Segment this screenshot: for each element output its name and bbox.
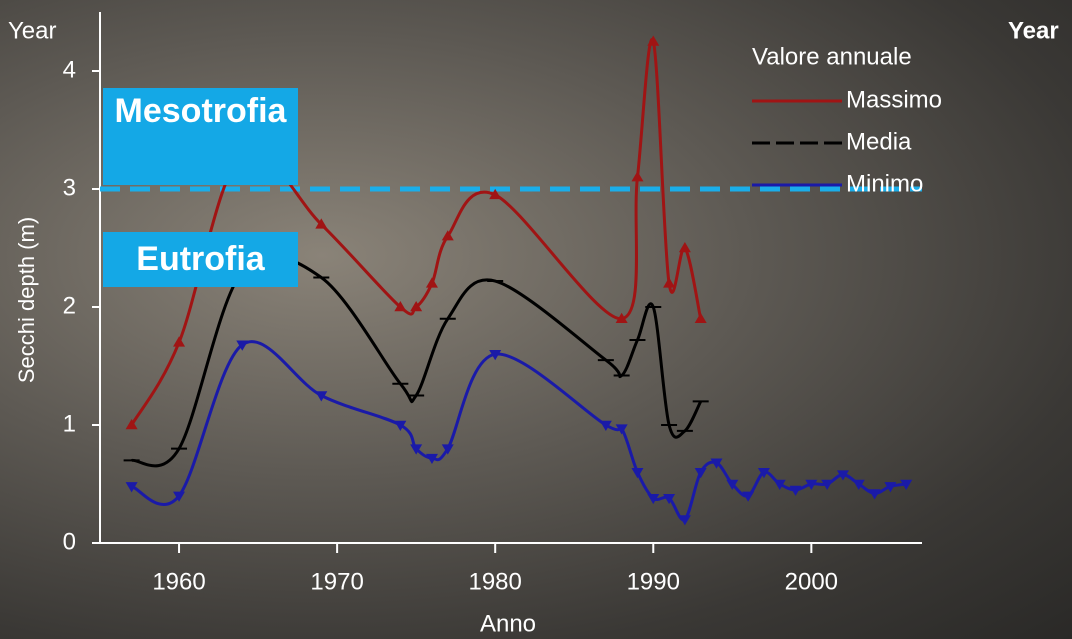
data-point: [599, 420, 612, 431]
mesotrophy-label: Mesotrofia: [103, 88, 298, 185]
series-line: [131, 254, 703, 468]
data-point: [789, 485, 802, 496]
data-point: [773, 479, 786, 490]
data-point: [710, 458, 723, 469]
data-point: [900, 479, 913, 490]
data-point: [647, 493, 660, 505]
data-point: [394, 301, 407, 312]
y-tick-label: 0: [63, 528, 76, 555]
data-point: [615, 424, 628, 435]
data-point: [441, 230, 454, 241]
x-tick-label: 1980: [468, 568, 521, 595]
data-point: [125, 419, 138, 430]
data-point: [315, 218, 328, 229]
x-tick-label: 1990: [627, 568, 680, 595]
data-point: [663, 277, 676, 288]
data-point: [410, 301, 423, 312]
y-tick-label: 3: [63, 174, 76, 201]
data-point: [726, 479, 739, 490]
data-point: [489, 350, 502, 361]
y-tick-label: 4: [63, 56, 76, 83]
data-point: [173, 491, 186, 502]
data-point: [678, 515, 691, 526]
legend-label: Minimo: [846, 170, 923, 197]
data-point: [884, 482, 897, 493]
x-axis-title: Anno: [480, 610, 536, 637]
x-tick-label: 1970: [310, 568, 363, 595]
y-axis-title: Secchi depth (m): [14, 217, 39, 383]
data-point: [631, 468, 644, 479]
legend-label: Massimo: [846, 86, 942, 113]
data-point: [425, 277, 438, 288]
data-point: [441, 444, 454, 455]
data-point: [425, 453, 438, 465]
data-point: [836, 470, 849, 481]
data-point: [410, 444, 423, 455]
data-point: [757, 468, 770, 479]
data-point: [615, 312, 628, 323]
data-point: [236, 340, 249, 351]
y-unit-label: Year: [8, 17, 57, 44]
data-point: [125, 482, 138, 493]
data-point: [489, 188, 502, 200]
y-tick-label: 2: [63, 292, 76, 319]
data-point: [315, 391, 328, 402]
eutrophy-label: Eutrofia: [103, 232, 298, 287]
corner-label: Year: [1008, 17, 1059, 44]
y-tick-label: 1: [63, 410, 76, 437]
data-point: [805, 479, 818, 490]
data-point: [631, 171, 644, 182]
x-tick-label: 1960: [152, 568, 205, 595]
data-point: [694, 468, 707, 479]
legend-label: Media: [846, 128, 912, 155]
data-point: [678, 242, 691, 253]
series-line: [130, 340, 907, 522]
data-point: [868, 489, 881, 500]
data-point: [663, 493, 676, 505]
data-point: [647, 35, 660, 46]
legend-title: Valore annuale: [752, 43, 912, 70]
data-point: [394, 420, 407, 431]
data-point: [742, 491, 755, 502]
data-point: [694, 312, 707, 323]
data-point: [852, 479, 865, 490]
x-tick-label: 2000: [785, 568, 838, 595]
data-point: [173, 336, 186, 347]
data-point: [821, 479, 834, 490]
